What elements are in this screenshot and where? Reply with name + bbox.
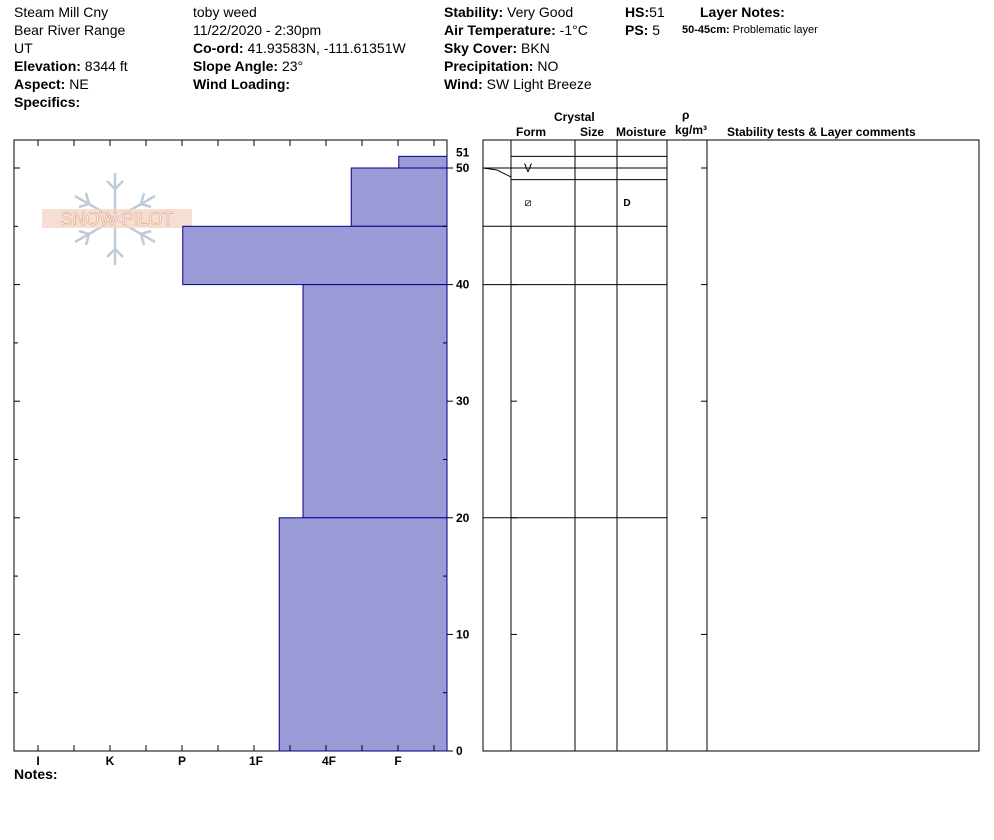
depth-tick-label: 50 <box>456 161 470 175</box>
slope-label: Slope Angle: <box>193 58 279 74</box>
crystal-header: Crystal <box>554 110 595 124</box>
hs-label: HS: <box>625 4 650 20</box>
x-tick-label: I <box>36 754 39 768</box>
elevation-label: Elevation: <box>14 58 81 74</box>
form-header: Form <box>516 125 546 139</box>
depth-tick-label: 30 <box>456 394 470 408</box>
wind-value: SW Light Breeze <box>486 76 592 92</box>
slope-row: Slope Angle: 23° <box>193 58 303 74</box>
observer: toby weed <box>193 4 257 20</box>
grain-form-symbol: ⧄ <box>525 197 532 209</box>
stability-label: Stability: <box>444 4 504 20</box>
stability-comments-header: Stability tests & Layer comments <box>727 125 916 139</box>
elevation-row: Elevation: 8344 ft <box>14 58 128 74</box>
x-tick-label: 4F <box>322 754 336 768</box>
layer-bar <box>398 155 448 169</box>
surface-hoar-marker: V <box>524 161 532 175</box>
sky-row: Sky Cover: BKN <box>444 40 550 56</box>
slope-value: 23° <box>281 58 304 74</box>
layer-bar <box>278 517 448 752</box>
datetime: 11/22/2020 - 2:30pm <box>193 22 322 38</box>
coord-label: Co-ord: <box>193 40 244 56</box>
depth-tick-label: 20 <box>456 511 470 525</box>
elevation-value: 8344 ft <box>84 58 128 74</box>
rho-header: ρ <box>682 108 690 122</box>
x-tick-label: F <box>394 754 401 768</box>
x-tick-label: K <box>106 754 115 768</box>
aspect-label: Aspect: <box>14 76 66 92</box>
layer-bar <box>302 284 448 519</box>
x-tick-label: 1F <box>249 754 263 768</box>
moisture-value: D <box>623 198 630 209</box>
x-tick-label: P <box>178 754 186 768</box>
sky-label: Sky Cover: <box>444 40 518 56</box>
ps-row: PS: 5 <box>625 22 660 38</box>
layer-note-range: 50-45cm: <box>682 24 730 36</box>
air-temp-row: Air Temperature: -1°C <box>444 22 588 38</box>
density-unit-header: kg/m³ <box>675 123 708 137</box>
aspect-row: Aspect: NE <box>14 76 89 92</box>
depth-tick-label: 51 <box>456 145 470 159</box>
layer-notes-label: Layer Notes: <box>700 4 785 20</box>
layer-table-frame <box>482 139 980 752</box>
coord-value: 41.93583N, -111.61351W <box>247 40 406 56</box>
stability-value: Very Good <box>507 4 574 20</box>
precip-value: NO <box>537 58 559 74</box>
precip-row: Precipitation: NO <box>444 58 558 74</box>
stability-row: Stability: Very Good <box>444 4 573 20</box>
layer-bar <box>182 225 448 286</box>
wind-loading-label: Wind Loading: <box>193 76 291 92</box>
boundary-connector <box>482 167 512 178</box>
snow-pilot-logo: SNOW PILOT <box>42 173 192 265</box>
logo-text: SNOW PILOT <box>60 209 173 229</box>
size-header: Size <box>580 125 605 139</box>
location: Steam Mill Cny <box>14 4 109 20</box>
air-temp-value: -1°C <box>559 22 588 38</box>
state: UT <box>14 40 33 56</box>
aspect-value: NE <box>69 76 89 92</box>
range: Bear River Range <box>14 22 126 38</box>
wind-label: Wind: <box>444 76 483 92</box>
specifics-label: Specifics: <box>14 94 81 110</box>
notes-label: Notes: <box>14 766 58 782</box>
layer-note-text: Problematic layer <box>732 24 818 36</box>
hs-row: HS:51 <box>625 4 665 20</box>
ps-label: PS: <box>625 22 649 38</box>
layer-bar <box>350 167 448 227</box>
air-temp-label: Air Temperature: <box>444 22 556 38</box>
coord-row: Co-ord: 41.93583N, -111.61351W <box>193 40 406 56</box>
depth-tick-label: 40 <box>456 278 470 292</box>
precip-label: Precipitation: <box>444 58 534 74</box>
layer-note: 50-45cm: Problematic layer <box>682 24 818 36</box>
moisture-header: Moisture <box>616 125 667 139</box>
depth-tick-label: 0 <box>456 744 463 758</box>
ps-value: 5 <box>652 22 661 38</box>
depth-tick-label: 10 <box>456 627 470 641</box>
wind-row: Wind: SW Light Breeze <box>444 76 592 92</box>
sky-value: BKN <box>521 40 550 56</box>
hs-value: 51 <box>649 4 665 20</box>
